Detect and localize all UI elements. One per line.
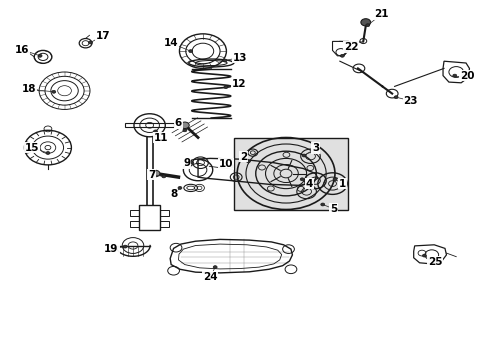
Text: 24: 24 — [203, 272, 217, 282]
Text: 23: 23 — [403, 96, 417, 106]
Text: 5: 5 — [329, 204, 336, 214]
Circle shape — [189, 161, 193, 164]
Circle shape — [422, 254, 426, 257]
Circle shape — [153, 130, 157, 133]
Bar — [139, 205, 160, 230]
Text: 18: 18 — [22, 84, 37, 94]
Text: 2: 2 — [240, 152, 246, 162]
Circle shape — [178, 186, 182, 189]
Text: 20: 20 — [459, 71, 473, 81]
Circle shape — [88, 41, 92, 44]
Circle shape — [365, 24, 369, 27]
Circle shape — [332, 178, 336, 181]
Circle shape — [302, 154, 305, 157]
Bar — [130, 210, 139, 216]
Text: 3: 3 — [312, 143, 319, 153]
Text: 8: 8 — [170, 189, 177, 199]
Circle shape — [452, 74, 456, 77]
Text: 9: 9 — [183, 158, 190, 168]
Text: 12: 12 — [231, 78, 245, 89]
Text: 14: 14 — [163, 38, 178, 48]
Text: 6: 6 — [175, 118, 182, 128]
Text: 21: 21 — [373, 9, 388, 19]
Text: 15: 15 — [24, 143, 39, 153]
Circle shape — [213, 266, 217, 269]
Circle shape — [38, 54, 42, 57]
Bar — [160, 221, 169, 227]
Text: 19: 19 — [104, 244, 119, 254]
Circle shape — [162, 175, 165, 178]
Text: 25: 25 — [427, 257, 442, 267]
Circle shape — [46, 152, 50, 154]
Text: 11: 11 — [154, 132, 168, 143]
Bar — [130, 221, 139, 227]
Bar — [125, 123, 174, 127]
Circle shape — [180, 122, 189, 129]
Text: 4: 4 — [305, 179, 312, 189]
Circle shape — [223, 59, 226, 62]
Text: 22: 22 — [343, 42, 358, 52]
Circle shape — [183, 129, 186, 132]
Circle shape — [360, 19, 370, 26]
FancyBboxPatch shape — [233, 138, 347, 210]
Text: 13: 13 — [232, 53, 246, 63]
Circle shape — [224, 86, 227, 89]
Circle shape — [393, 96, 397, 99]
Bar — [160, 210, 169, 216]
Circle shape — [230, 165, 234, 168]
Circle shape — [52, 90, 56, 93]
Text: 7: 7 — [147, 170, 155, 180]
Circle shape — [188, 50, 192, 53]
Circle shape — [151, 170, 160, 177]
Text: 1: 1 — [338, 179, 345, 189]
Circle shape — [300, 178, 304, 181]
Text: 17: 17 — [95, 31, 110, 41]
Text: 16: 16 — [15, 45, 29, 55]
Circle shape — [320, 203, 324, 206]
Circle shape — [123, 245, 127, 248]
Circle shape — [246, 160, 250, 163]
Text: 10: 10 — [218, 159, 233, 169]
Circle shape — [340, 54, 344, 57]
